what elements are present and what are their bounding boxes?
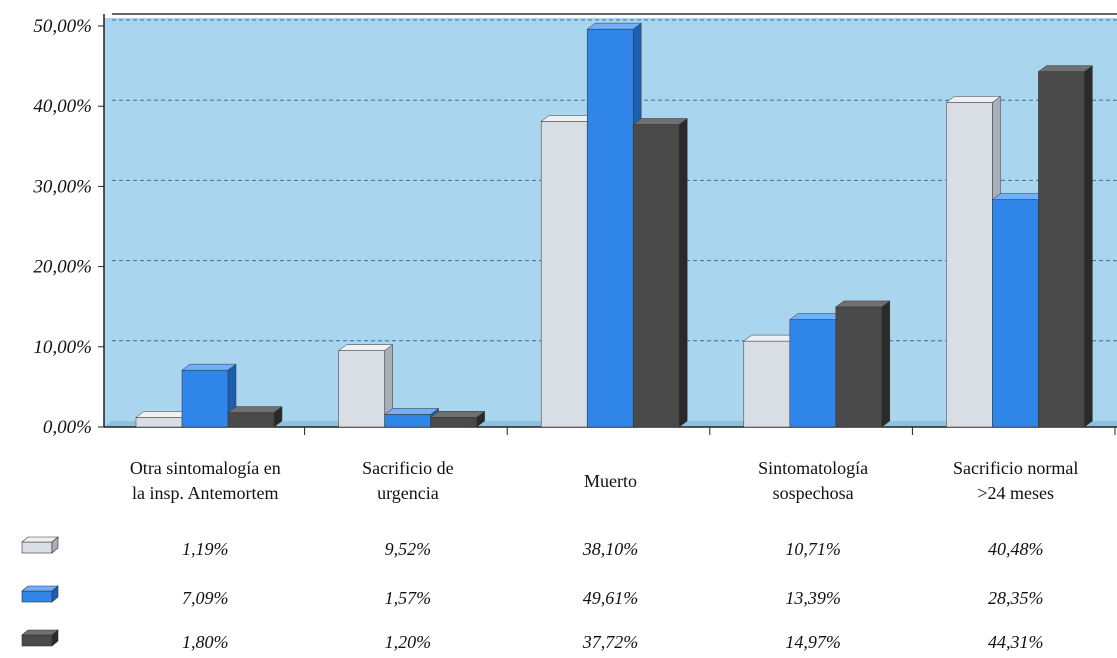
category-label: >24 meses: [977, 483, 1054, 503]
bar: [135, 417, 183, 428]
data-label: 1,57%: [385, 588, 432, 608]
bar-top: [337, 344, 394, 351]
category-label: Muerto: [584, 471, 637, 491]
category-label: Sintomatología: [758, 458, 868, 478]
category-label: Sacrificio de: [362, 458, 453, 478]
bar-side: [1084, 65, 1093, 428]
data-label: 7,09%: [182, 588, 229, 608]
category-label: Otra sintomalogía en: [130, 458, 281, 478]
data-label: 28,35%: [988, 588, 1044, 608]
bar: [586, 28, 634, 428]
data-label: 40,48%: [988, 539, 1044, 559]
bar: [632, 124, 680, 428]
y-tick-label: 10,00%: [33, 337, 92, 358]
bar: [430, 417, 477, 428]
bar: [338, 350, 385, 428]
y-tick-label: 20,00%: [33, 257, 92, 278]
y-tick-label: 0,00%: [43, 417, 92, 438]
bar: [227, 412, 275, 428]
data-label: 44,31%: [988, 632, 1044, 652]
bar-top: [945, 96, 1002, 103]
legend-key: [21, 590, 53, 603]
legend-key-side: [51, 536, 59, 554]
bar: [946, 102, 993, 428]
bar-top: [181, 363, 237, 371]
bar: [992, 199, 1039, 428]
bar: [789, 319, 837, 428]
bar-top: [429, 411, 486, 418]
category-label: urgencia: [377, 483, 439, 503]
legend-key-side: [51, 585, 59, 603]
bar-side: [678, 117, 688, 428]
data-label: 37,72%: [582, 632, 639, 652]
y-tick-label: 40,00%: [33, 96, 92, 117]
data-label: 9,52%: [385, 539, 432, 559]
category-label: la insp. Antemortem: [132, 483, 278, 503]
bar: [835, 306, 883, 428]
bar-top: [1037, 65, 1094, 72]
bar: [181, 369, 229, 428]
bar: [384, 414, 431, 428]
data-label: 1,19%: [182, 539, 229, 559]
data-label: 14,97%: [785, 632, 841, 652]
data-label: 1,20%: [385, 632, 432, 652]
data-label: 10,71%: [785, 539, 841, 559]
bar: [743, 340, 791, 428]
bar: [1038, 71, 1085, 428]
y-tick-label: 30,00%: [32, 176, 92, 197]
data-label: 13,39%: [785, 588, 841, 608]
bar-side: [881, 300, 891, 428]
data-label: 38,10%: [582, 539, 639, 559]
legend-key-side: [51, 629, 59, 647]
bar-top: [632, 118, 688, 125]
bar-top: [227, 406, 283, 413]
data-label: 49,61%: [583, 588, 639, 608]
legend-key: [21, 541, 53, 554]
data-label: 1,80%: [182, 632, 229, 652]
bar-top: [586, 22, 642, 30]
bar-top: [383, 408, 440, 415]
category-label: Sacrificio normal: [953, 458, 1078, 478]
y-tick-label: 50,00%: [33, 16, 92, 37]
bar: [540, 121, 588, 428]
category-label: sospechosa: [773, 483, 854, 503]
bar-top: [835, 300, 891, 308]
legend-key: [21, 634, 53, 647]
